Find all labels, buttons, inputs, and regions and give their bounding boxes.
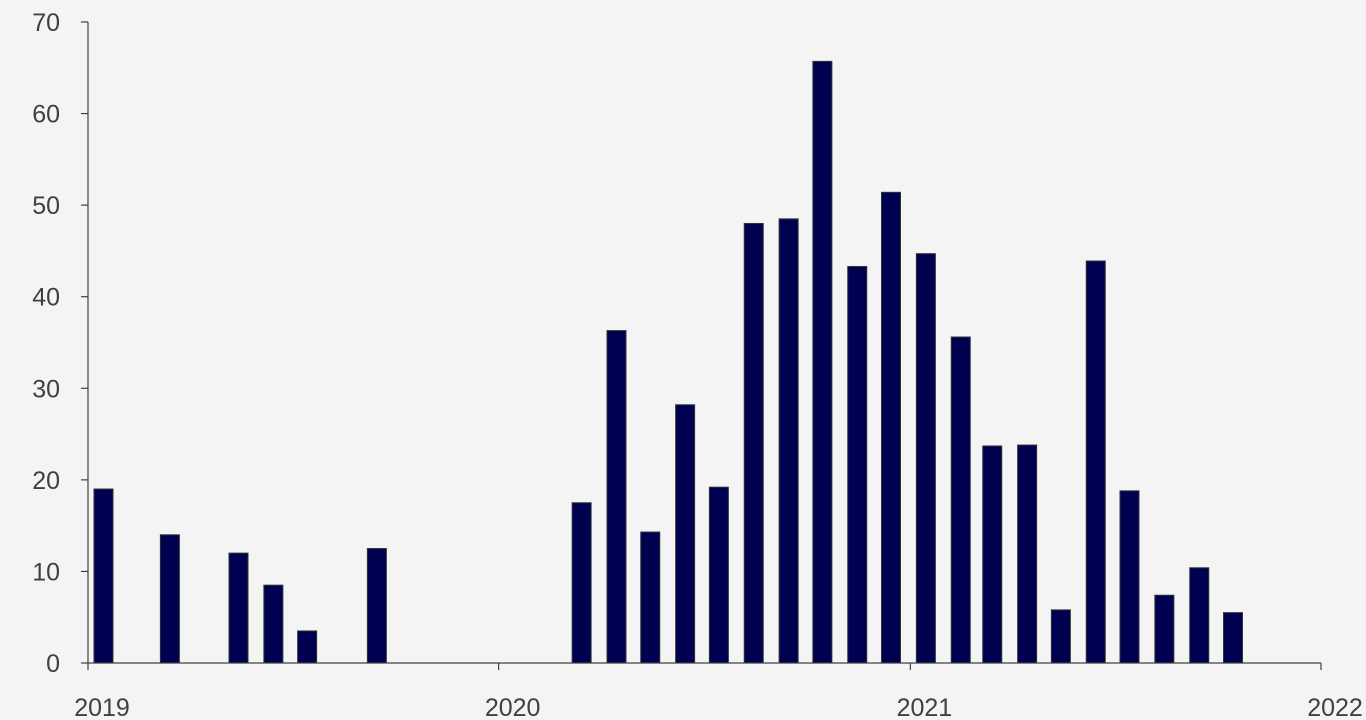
bar-2021-06	[1085, 260, 1106, 664]
bar-2021-01	[915, 253, 936, 664]
bar-2021-05	[1050, 609, 1071, 664]
bars-layer	[93, 60, 1243, 664]
bar-2021-09	[1189, 567, 1210, 664]
bar-2019-03	[159, 534, 180, 664]
bar-2021-03	[982, 445, 1003, 664]
bar-2021-04	[1017, 444, 1038, 664]
bar-2019-09	[366, 548, 387, 664]
bar-2021-08	[1154, 594, 1175, 664]
y-axis-ticks: 0 10 20 30 40 50 60 70	[32, 9, 88, 678]
y-tick-label: 70	[32, 9, 60, 37]
y-tick-label: 50	[32, 192, 60, 220]
y-tick-label: 40	[32, 284, 60, 312]
bar-2020-11	[847, 265, 868, 664]
y-tick-label: 30	[32, 375, 60, 403]
bar-2021-10	[1223, 612, 1243, 664]
y-tick-label: 60	[32, 101, 60, 129]
bar-2019-01	[93, 488, 114, 664]
x-tick-label: 2020	[485, 694, 541, 720]
y-tick-label: 0	[46, 650, 60, 678]
bar-2020-06	[675, 404, 696, 664]
bar-2019-05	[228, 552, 249, 664]
bar-2019-07	[297, 630, 318, 664]
bar-2021-07	[1119, 490, 1140, 664]
x-tick-label: 2019	[74, 694, 130, 720]
bar-2020-04	[606, 330, 627, 664]
y-tick-label: 10	[32, 558, 60, 586]
y-tick-label: 20	[32, 467, 60, 495]
x-tick-label: 2022	[1307, 694, 1363, 720]
bar-2020-12	[881, 191, 901, 664]
bar-2020-03	[571, 502, 592, 664]
bar-2020-07	[708, 486, 729, 664]
bar-2021-02	[950, 336, 971, 664]
bar-2020-05	[640, 531, 661, 664]
bar-2019-06	[263, 584, 284, 664]
x-tick-label: 2021	[897, 694, 953, 720]
bar-2020-08	[743, 222, 764, 664]
bar-2020-10	[812, 60, 833, 664]
bar-2020-09	[778, 218, 799, 664]
x-axis-ticks: 2019 2020 2021 2022	[74, 663, 1363, 720]
